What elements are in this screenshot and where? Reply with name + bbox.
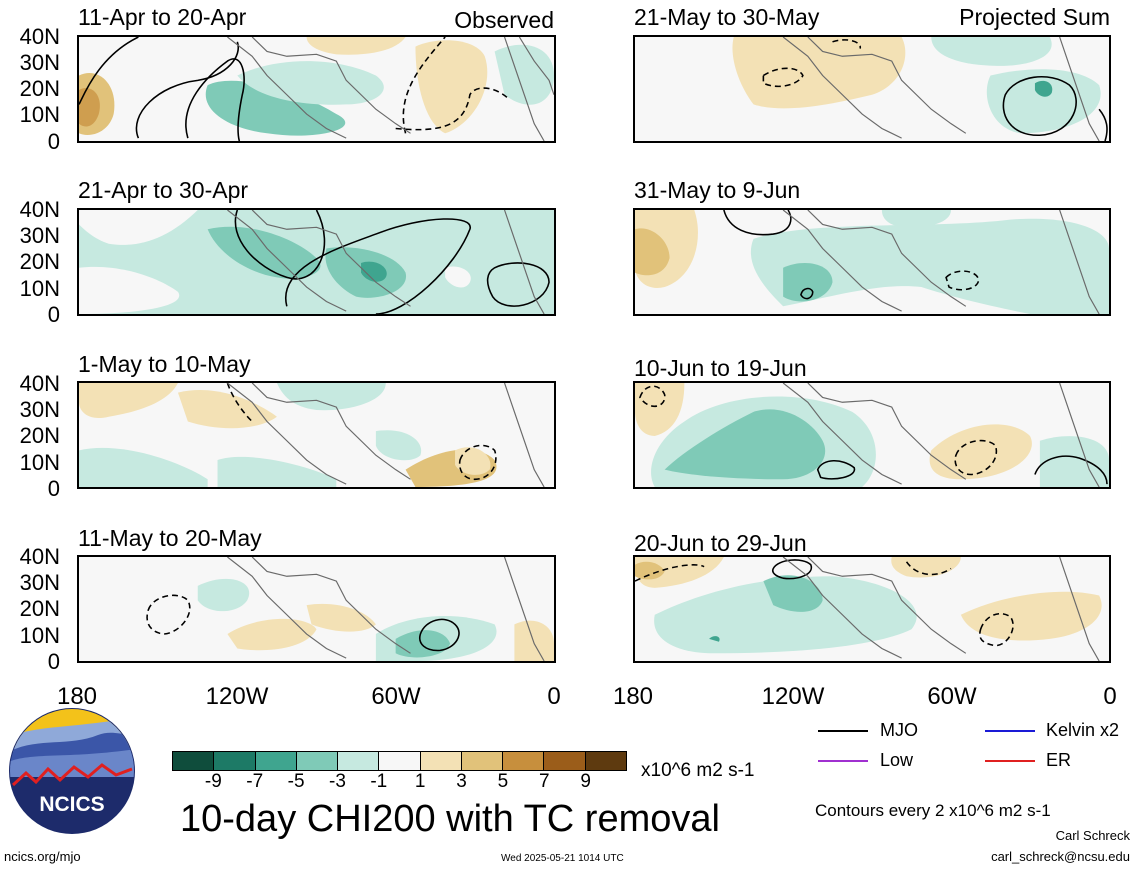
anomaly-map-7 xyxy=(635,383,1109,487)
panel-title-5: 21-May to 30-May xyxy=(634,4,820,30)
colorbar-swatch xyxy=(337,752,379,770)
y-tick: 10N xyxy=(19,450,60,475)
y-tick: 40N xyxy=(19,371,60,396)
panel-tag-projected: Projected Sum xyxy=(959,4,1110,30)
y-tick: 30N xyxy=(19,397,60,422)
colorbar-swatch xyxy=(419,752,461,770)
map-panel-8 xyxy=(633,555,1111,663)
colorbar-ticks: -9 -7 -5 -3 -1 1 3 5 7 9 xyxy=(172,771,627,795)
map-panel-1 xyxy=(77,35,556,143)
x-tick: 60W xyxy=(927,683,977,710)
x-tick: 180 xyxy=(612,683,654,710)
legend-line-kelvin xyxy=(985,730,1035,732)
colorbar-tick: -1 xyxy=(370,771,388,792)
y-tick: 20N xyxy=(19,249,60,274)
footer-email[interactable]: carl_schreck@ncsu.edu xyxy=(991,849,1130,864)
colorbar-swatch xyxy=(213,752,255,770)
y-tick: 10N xyxy=(19,623,60,648)
colorbar-tick: 9 xyxy=(580,771,591,792)
colorbar-tick: 5 xyxy=(497,771,509,792)
legend-label-mjo: MJO xyxy=(880,720,918,740)
map-panel-4 xyxy=(77,555,556,663)
anomaly-map-3 xyxy=(79,383,554,487)
map-panel-3 xyxy=(77,381,556,489)
map-panel-6 xyxy=(633,208,1111,316)
colorbar-tick: 7 xyxy=(538,771,550,792)
y-tick: 40N xyxy=(19,544,60,569)
panel-tag-observed: Observed xyxy=(454,7,554,33)
legend-label-er: ER xyxy=(1046,750,1072,770)
y-tick: 0 xyxy=(47,302,60,327)
x-tick: 60W xyxy=(371,683,421,710)
ncics-logo: NCICS xyxy=(8,707,136,835)
legend-label-low: Low xyxy=(880,750,914,770)
x-tick: 0 xyxy=(1103,683,1117,710)
map-panel-5 xyxy=(633,35,1111,143)
colorbar-swatch xyxy=(502,752,544,770)
anomaly-map-1 xyxy=(79,37,554,141)
legend-line-low xyxy=(818,760,868,762)
panel-title-3: 1-May to 10-May xyxy=(78,351,251,377)
y-tick: 40N xyxy=(19,24,60,49)
anomaly-map-8 xyxy=(635,557,1109,661)
y-tick: 0 xyxy=(47,129,60,154)
legend-line-er xyxy=(985,760,1035,762)
colorbar-units: x10^6 m2 s-1 xyxy=(641,760,755,781)
anomaly-map-6 xyxy=(635,210,1109,314)
colorbar-tick: -5 xyxy=(287,771,305,792)
map-panel-2 xyxy=(77,208,556,316)
colorbar-swatch xyxy=(254,752,296,770)
y-tick: 40N xyxy=(19,197,60,222)
x-tick: 180 xyxy=(56,683,98,710)
x-tick: 0 xyxy=(547,683,561,710)
panel-title-2: 21-Apr to 30-Apr xyxy=(78,177,249,203)
footer-author: Carl Schreck xyxy=(1055,828,1130,843)
anomaly-map-5 xyxy=(635,37,1109,141)
y-tick: 0 xyxy=(47,649,60,674)
y-tick: 30N xyxy=(19,570,60,595)
y-tick: 0 xyxy=(47,476,60,501)
y-tick: 10N xyxy=(19,276,60,301)
y-tick: 30N xyxy=(19,50,60,75)
legend-label-kelvin: Kelvin x2 xyxy=(1046,720,1120,740)
colorbar-tick: -9 xyxy=(204,771,222,792)
footer-url[interactable]: ncics.org/mjo xyxy=(4,849,81,864)
y-tick: 20N xyxy=(19,596,60,621)
panel-title-7: 10-Jun to 19-Jun xyxy=(634,355,807,381)
y-tick: 10N xyxy=(19,102,60,127)
panel-title-8: 20-Jun to 29-Jun xyxy=(634,530,807,556)
y-tick: 20N xyxy=(19,76,60,101)
y-tick: 30N xyxy=(19,223,60,248)
colorbar xyxy=(172,751,627,771)
colorbar-tick: 1 xyxy=(414,771,426,792)
legend-line-mjo xyxy=(818,730,868,732)
anomaly-map-4 xyxy=(79,557,554,661)
colorbar-swatch xyxy=(584,752,626,770)
panel-title-6: 31-May to 9-Jun xyxy=(634,177,801,203)
main-title: 10-day CHI200 with TC removal xyxy=(180,798,720,840)
contours-note: Contours every 2 x10^6 m2 s-1 xyxy=(815,801,1051,820)
colorbar-swatch xyxy=(295,752,338,770)
colorbar-swatch xyxy=(378,752,420,770)
y-tick: 20N xyxy=(19,423,60,448)
x-tick: 120W xyxy=(205,683,269,710)
x-tick: 120W xyxy=(761,683,825,710)
colorbar-swatch xyxy=(543,752,585,770)
footer-timestamp: Wed 2025-05-21 1014 UTC xyxy=(501,853,624,864)
panel-title-1: 11-Apr to 20-Apr xyxy=(78,4,247,30)
colorbar-tick: -7 xyxy=(246,771,264,792)
anomaly-map-2 xyxy=(79,210,554,314)
panel-title-4: 11-May to 20-May xyxy=(78,525,262,551)
colorbar-swatch xyxy=(173,752,214,770)
map-panel-7 xyxy=(633,381,1111,489)
colorbar-tick: 3 xyxy=(456,771,467,792)
colorbar-swatch xyxy=(460,752,503,770)
colorbar-tick: -3 xyxy=(329,771,346,792)
logo-text: NCICS xyxy=(39,793,104,816)
logo-graphic: NCICS xyxy=(9,708,135,834)
